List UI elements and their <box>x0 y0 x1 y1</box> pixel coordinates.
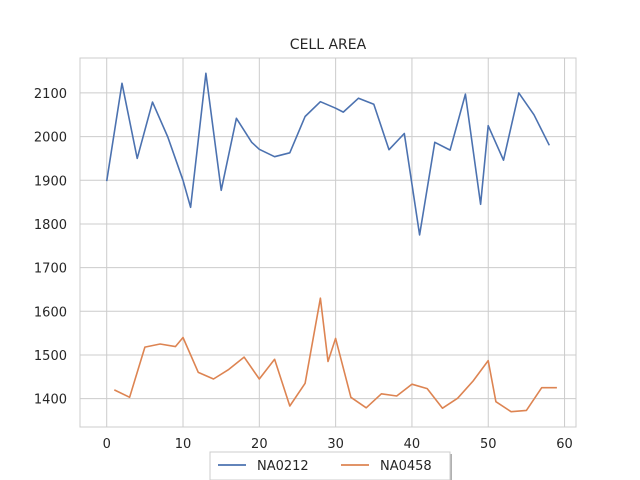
y-tick-label: 1700 <box>34 262 67 277</box>
legend-label: NA0212 <box>257 459 309 474</box>
x-tick-label: 40 <box>404 437 421 452</box>
x-tick-label: 20 <box>251 437 268 452</box>
series-lines <box>105 72 557 413</box>
chart-title: CELL AREA <box>290 37 367 53</box>
y-tick-label: 2000 <box>34 131 67 146</box>
y-tick-label: 1500 <box>34 349 67 364</box>
y-axis-ticks: 1400 1500 1600 1700 1800 1900 2000 2100 <box>34 87 67 408</box>
x-tick-label: 30 <box>327 437 344 452</box>
legend: NA0212 NA0458 <box>209 451 452 480</box>
x-tick-label: 0 <box>103 437 111 452</box>
grid-lines <box>80 58 576 427</box>
y-tick-label: 2100 <box>34 87 67 102</box>
y-tick-label: 1600 <box>34 305 67 320</box>
x-tick-label: 10 <box>175 437 192 452</box>
y-tick-label: 1400 <box>34 393 67 408</box>
x-tick-label: 50 <box>480 437 497 452</box>
plot-area-frame <box>79 57 577 428</box>
legend-box <box>209 451 451 480</box>
legend-label: NA0458 <box>380 459 432 474</box>
y-tick-label: 1800 <box>34 218 67 233</box>
y-tick-label: 1900 <box>34 174 67 189</box>
series-line-na0212 <box>105 72 551 236</box>
x-tick-label: 60 <box>556 437 573 452</box>
x-axis-ticks: 0 10 20 30 40 50 60 <box>103 437 573 452</box>
series-line-na0458 <box>113 297 557 413</box>
